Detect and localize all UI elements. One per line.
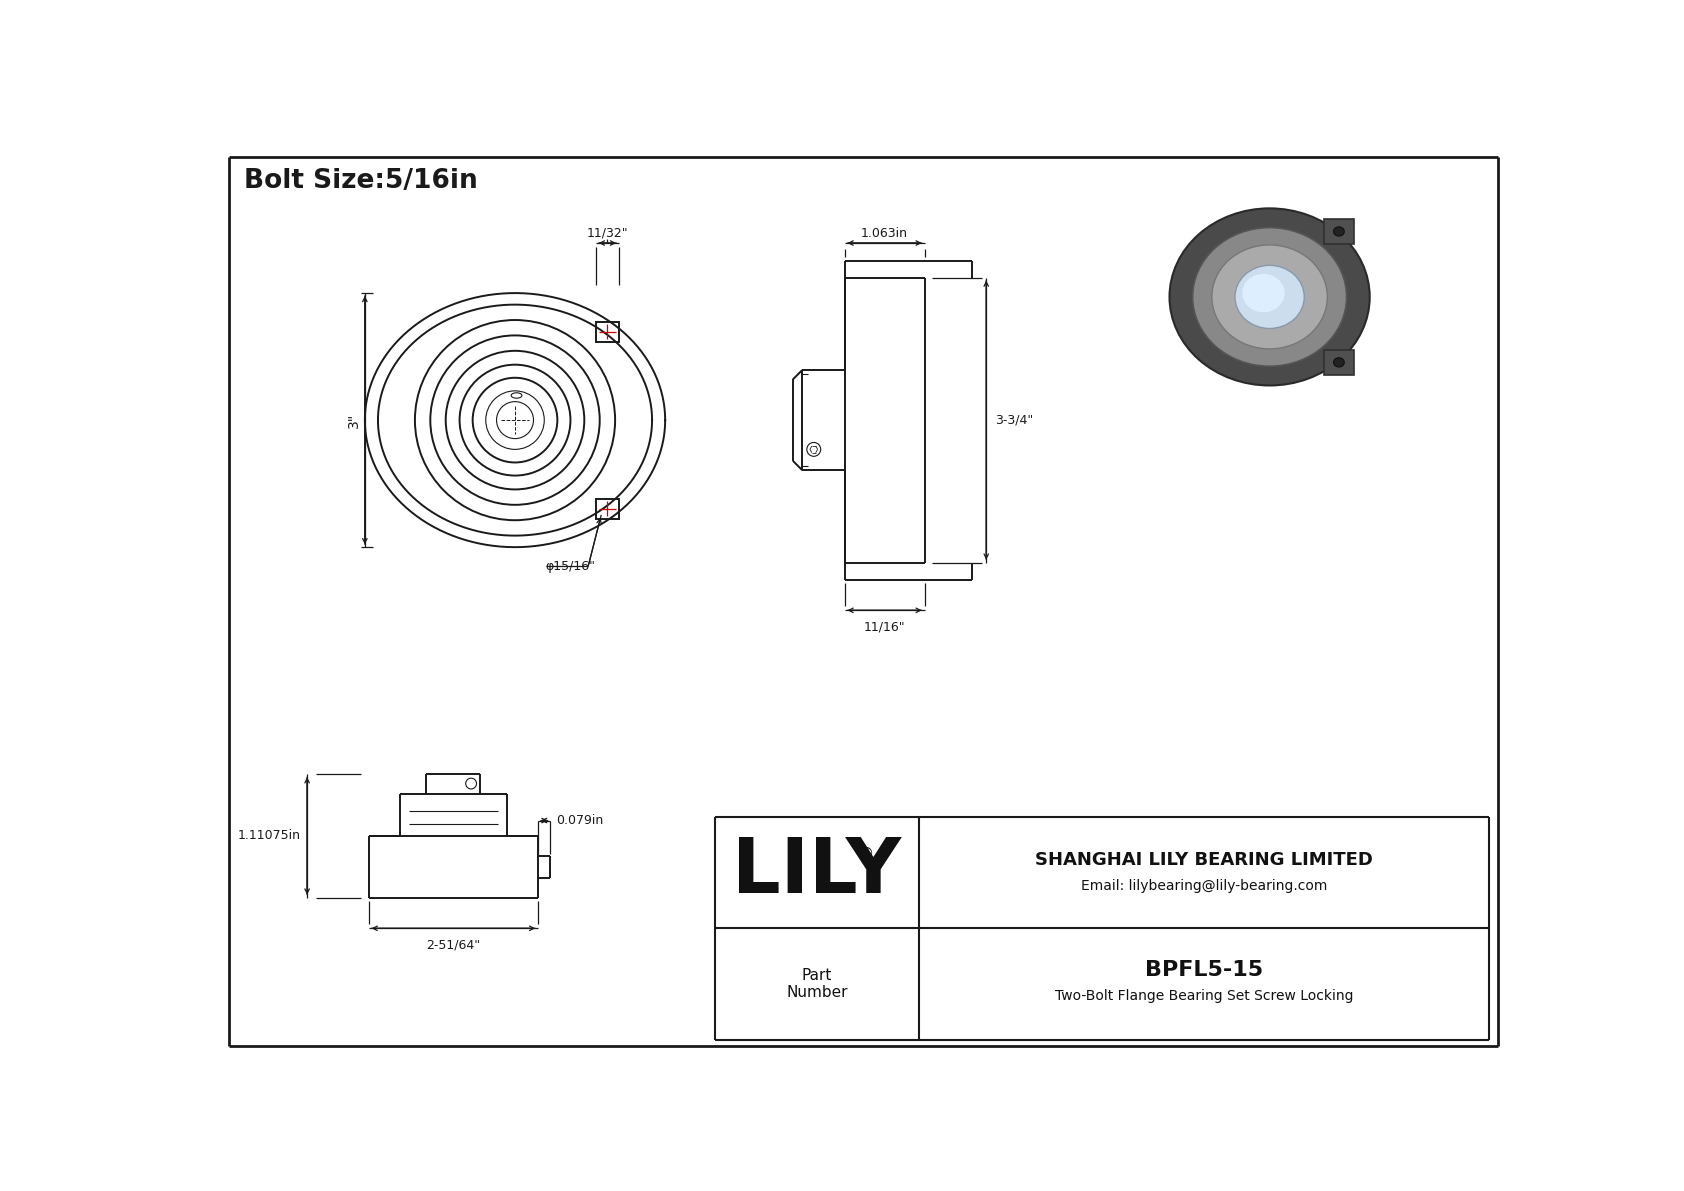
Text: 11/16": 11/16" (864, 621, 906, 634)
Ellipse shape (1234, 266, 1305, 329)
Text: 2-51/64": 2-51/64" (426, 939, 480, 952)
Text: BPFL5-15: BPFL5-15 (1145, 960, 1263, 980)
Bar (1324, 219, 1354, 244)
Text: φ15/16": φ15/16" (546, 560, 596, 573)
Ellipse shape (1169, 208, 1369, 386)
Bar (596, 499, 620, 518)
Text: LILY: LILY (733, 836, 901, 910)
Text: 1.11075in: 1.11075in (237, 829, 301, 842)
Ellipse shape (1266, 212, 1288, 381)
Ellipse shape (1243, 274, 1285, 312)
Text: Bolt Size:5/16in: Bolt Size:5/16in (244, 168, 478, 194)
Text: Email: lilybearing@lily-bearing.com: Email: lilybearing@lily-bearing.com (1081, 879, 1327, 893)
Text: 3-3/4": 3-3/4" (995, 413, 1034, 426)
Text: SHANGHAI LILY BEARING LIMITED: SHANGHAI LILY BEARING LIMITED (1036, 852, 1372, 869)
Text: 1.063in: 1.063in (861, 226, 908, 239)
Ellipse shape (1192, 227, 1347, 366)
Bar (596, 322, 620, 342)
Text: 11/32": 11/32" (586, 226, 628, 239)
Text: Two-Bolt Flange Bearing Set Screw Locking: Two-Bolt Flange Bearing Set Screw Lockin… (1054, 990, 1354, 1004)
Ellipse shape (1334, 226, 1344, 236)
Text: ®: ® (859, 847, 874, 862)
Bar (1324, 350, 1354, 375)
Text: 3": 3" (347, 412, 360, 428)
Ellipse shape (1334, 357, 1344, 367)
Text: 0.079in: 0.079in (557, 813, 605, 827)
Text: Part
Number: Part Number (786, 968, 847, 1000)
Ellipse shape (1212, 245, 1327, 349)
